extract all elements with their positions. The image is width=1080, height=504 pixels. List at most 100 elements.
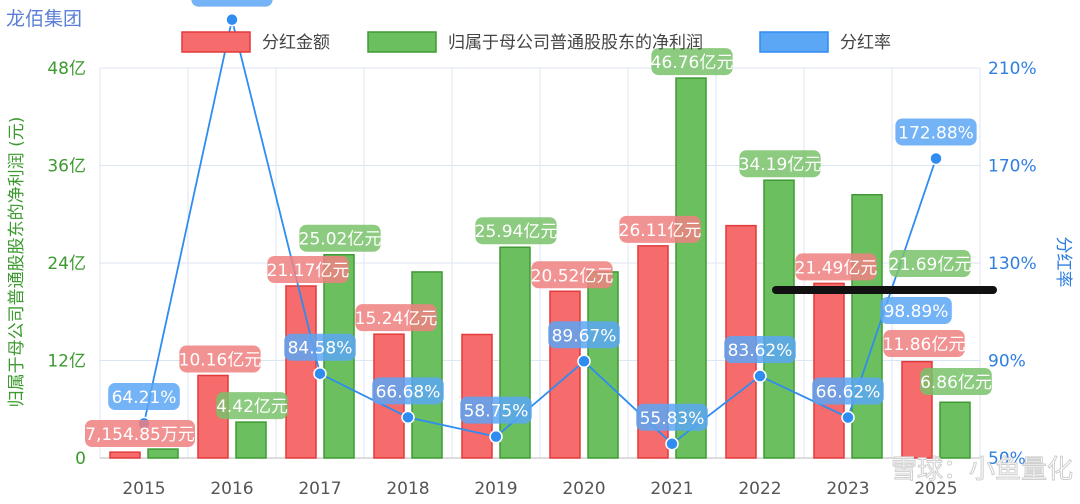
point-payout-ratio xyxy=(313,366,327,381)
data-label-payout-ratio-bg xyxy=(895,118,977,146)
data-label-dividend-bg xyxy=(531,261,613,289)
data-label-dividend: 21.17亿元 xyxy=(267,261,350,281)
company-title: 龙佰集团 xyxy=(6,9,83,30)
legend-label: 分红金额 xyxy=(262,33,330,53)
bar-dividend xyxy=(813,282,845,459)
line-payout-ratio xyxy=(143,19,937,445)
data-label-net-profit-bg xyxy=(920,368,992,395)
x-tick-label: 2023 xyxy=(826,479,869,499)
y-left-axis-title: 归属于母公司普通股股东的净利润 (元) xyxy=(7,117,27,408)
data-label-net-profit-bg xyxy=(651,48,733,76)
data-label-dividend-bg xyxy=(179,345,261,373)
bar-net-profit xyxy=(675,77,707,459)
data-label-net-profit: 25.02亿元 xyxy=(299,230,382,250)
x-tick-label: 2020 xyxy=(562,479,605,499)
bar-net-profit xyxy=(411,271,443,459)
data-label-payout-ratio: 98.89% xyxy=(884,302,949,322)
data-label-payout-ratio-bg xyxy=(284,333,356,361)
data-label-net-profit: 46.76亿元 xyxy=(651,53,734,73)
point-payout-ratio xyxy=(665,437,679,451)
bar-dividend xyxy=(549,290,581,459)
data-label-dividend-bg xyxy=(267,255,349,283)
x-tick-label: 2019 xyxy=(474,479,517,499)
data-label-dividend: 7,154.85万元 xyxy=(85,425,195,445)
data-label-payout-ratio: 89.67% xyxy=(552,326,617,346)
bar-net-profit xyxy=(851,194,883,459)
data-label-payout-ratio: 64.21% xyxy=(112,388,177,408)
y-left-tick-label: 24亿 xyxy=(47,254,86,274)
x-tick-label: 2022 xyxy=(738,479,781,499)
bar-net-profit xyxy=(587,271,619,459)
bar-dividend xyxy=(285,285,317,459)
bar-net-profit xyxy=(939,401,971,459)
data-label-net-profit-bg xyxy=(216,392,288,420)
data-label-net-profit: 4.42亿元 xyxy=(216,397,288,417)
y-right-tick-label: 170% xyxy=(988,157,1037,177)
y-right-tick-label: 50% xyxy=(988,449,1026,469)
data-label-payout-ratio: 83.62% xyxy=(728,341,793,361)
point-payout-ratio xyxy=(841,410,855,425)
data-label-dividend: 20.52亿元 xyxy=(531,266,614,286)
y-left-tick-label: 48亿 xyxy=(47,59,86,79)
data-label-dividend-bg xyxy=(619,215,701,243)
annotation-marker-bar xyxy=(772,286,997,294)
data-label-payout-ratio: 172.88% xyxy=(898,123,974,143)
y-right-tick-label: 130% xyxy=(988,254,1037,274)
data-label-net-profit: 34.19亿元 xyxy=(739,155,822,175)
legend-swatch xyxy=(367,31,437,53)
data-label-dividend-bg xyxy=(85,420,195,447)
data-label-payout-ratio-bg xyxy=(724,336,796,364)
legend-swatch xyxy=(181,31,251,53)
bar-net-profit xyxy=(235,421,267,459)
point-payout-ratio xyxy=(401,410,415,425)
y-right-axis-title: 分红率 xyxy=(1053,237,1073,288)
data-label-dividend: 10.16亿元 xyxy=(179,350,262,370)
data-label-payout-ratio-bg xyxy=(880,297,952,324)
legend-swatch xyxy=(759,31,829,53)
y-left-tick-label: 12亿 xyxy=(47,352,86,372)
data-label-payout-ratio: 55.83% xyxy=(640,409,705,429)
point-payout-ratio xyxy=(577,354,591,369)
data-label-dividend: 15.24亿元 xyxy=(355,309,438,329)
data-label-net-profit: 21.69亿元 xyxy=(889,255,972,275)
data-label-payout-ratio-bg xyxy=(372,377,444,405)
point-payout-ratio xyxy=(753,369,767,383)
data-label-net-profit-bg xyxy=(889,250,971,277)
point-payout-ratio xyxy=(489,429,503,444)
legend-label: 分红率 xyxy=(840,33,891,53)
data-label-payout-ratio-bg xyxy=(108,383,180,410)
point-payout-ratio xyxy=(929,151,943,166)
data-label-dividend-bg xyxy=(355,304,437,332)
data-label-payout-ratio: 66.62% xyxy=(816,382,881,402)
y-left-tick-label: 0 xyxy=(75,449,86,469)
data-label-dividend: 21.49亿元 xyxy=(795,258,878,278)
bar-dividend xyxy=(109,451,141,459)
data-label-dividend: 11.86亿元 xyxy=(883,335,966,355)
data-label-payout-ratio: 66.68% xyxy=(376,382,441,402)
point-payout-ratio xyxy=(225,12,239,27)
x-tick-label: 2018 xyxy=(386,479,429,499)
x-tick-label: 2021 xyxy=(650,479,693,499)
data-label-net-profit-bg xyxy=(299,224,381,252)
bar-net-profit xyxy=(147,448,179,459)
bar-dividend xyxy=(461,333,493,459)
x-tick-label: 2025 xyxy=(914,479,957,499)
data-label-payout-ratio-bg xyxy=(636,403,708,431)
data-label-payout-ratio: 58.75% xyxy=(464,402,529,422)
data-label-payout-ratio-bg xyxy=(548,321,620,349)
data-label-net-profit-bg xyxy=(475,217,557,245)
data-label-net-profit: 6.86亿元 xyxy=(920,373,992,393)
data-label-dividend-bg xyxy=(883,330,965,357)
legend-label: 归属于母公司普通股股东的净利润 xyxy=(448,33,703,53)
data-label-payout-ratio-bg xyxy=(191,0,273,7)
data-label-payout-ratio-bg xyxy=(460,396,532,424)
data-label-net-profit: 25.94亿元 xyxy=(475,222,558,242)
data-label-dividend: 26.11亿元 xyxy=(619,221,702,241)
data-label-payout-ratio: 229.83% xyxy=(194,0,270,5)
x-tick-label: 2017 xyxy=(298,479,341,499)
bar-net-profit xyxy=(499,246,531,459)
data-label-payout-ratio-bg xyxy=(812,377,884,405)
y-right-tick-label: 90% xyxy=(988,352,1026,372)
y-right-tick-label: 210% xyxy=(988,59,1037,79)
